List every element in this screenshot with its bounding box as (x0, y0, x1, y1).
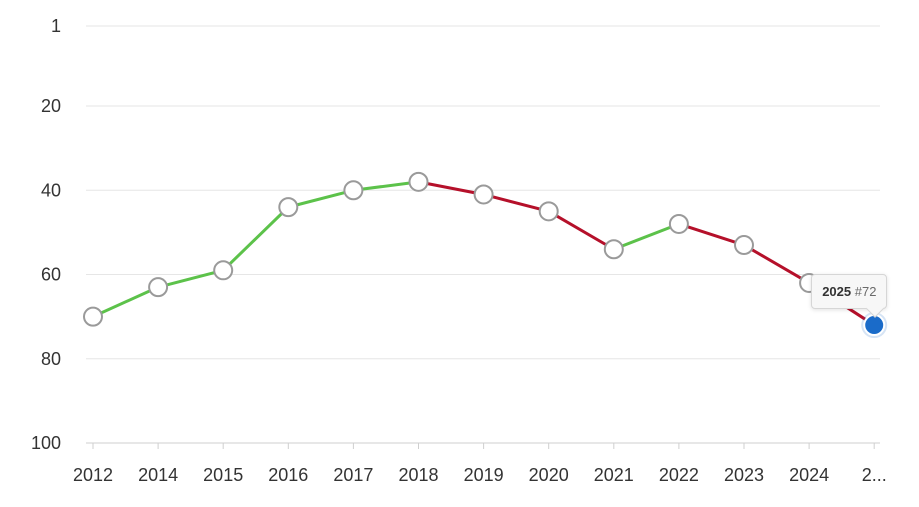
series-segment (482, 192, 551, 213)
x-tick-label: 2018 (398, 465, 438, 485)
x-tick-label: 2023 (724, 465, 764, 485)
y-tick-label: 80 (41, 349, 61, 369)
x-tick-label: 2016 (268, 465, 308, 485)
series-segment (351, 180, 420, 192)
x-tick-label: 2... (862, 465, 887, 485)
series-segment (612, 222, 681, 251)
series-segment (742, 243, 811, 285)
x-axis: 2012 2014 2015 2016 2017 2018 2019 2020 2021 2022… (73, 443, 887, 485)
x-tick-label: 2024 (789, 465, 829, 485)
data-point (538, 201, 559, 222)
x-tick-label: 2020 (529, 465, 569, 485)
series-segment (286, 188, 355, 209)
x-tick-label: 2019 (464, 465, 504, 485)
series-points (83, 171, 888, 339)
x-tick-label: 2014 (138, 465, 178, 485)
x-tick-label: 2017 (333, 465, 373, 485)
tooltip-rank: #72 (854, 284, 877, 300)
y-tick-label: 60 (41, 265, 61, 285)
gridlines (86, 25, 880, 444)
series-segment (547, 209, 616, 251)
data-point (83, 306, 103, 327)
data-point (668, 213, 689, 234)
x-tick-label: 2022 (659, 465, 699, 485)
data-point (213, 260, 234, 281)
series-segment (417, 180, 486, 196)
point-tooltip: 2025 #72 (811, 274, 888, 318)
y-tick-label: 1 (51, 16, 61, 36)
data-point (734, 235, 754, 256)
series-segment (677, 222, 746, 247)
data-point (473, 184, 494, 205)
y-tick-label: 20 (41, 96, 61, 116)
highlighted-point (863, 314, 886, 337)
y-tick-label: 100 (31, 433, 61, 453)
data-point (278, 197, 299, 218)
x-tick-label: 2021 (594, 465, 634, 485)
data-point (148, 277, 169, 298)
y-axis: 1 20 40 60 80 100 (31, 16, 61, 453)
series-segment (221, 205, 290, 272)
y-tick-label: 40 (41, 180, 61, 200)
series-segment (156, 268, 225, 289)
tooltip-year: 2025 (822, 284, 852, 300)
data-point (343, 180, 364, 201)
x-tick-label: 2012 (73, 465, 113, 485)
data-point (408, 171, 429, 192)
x-tick-label: 2015 (203, 465, 243, 485)
series-segment (91, 285, 160, 319)
data-point (603, 239, 624, 260)
